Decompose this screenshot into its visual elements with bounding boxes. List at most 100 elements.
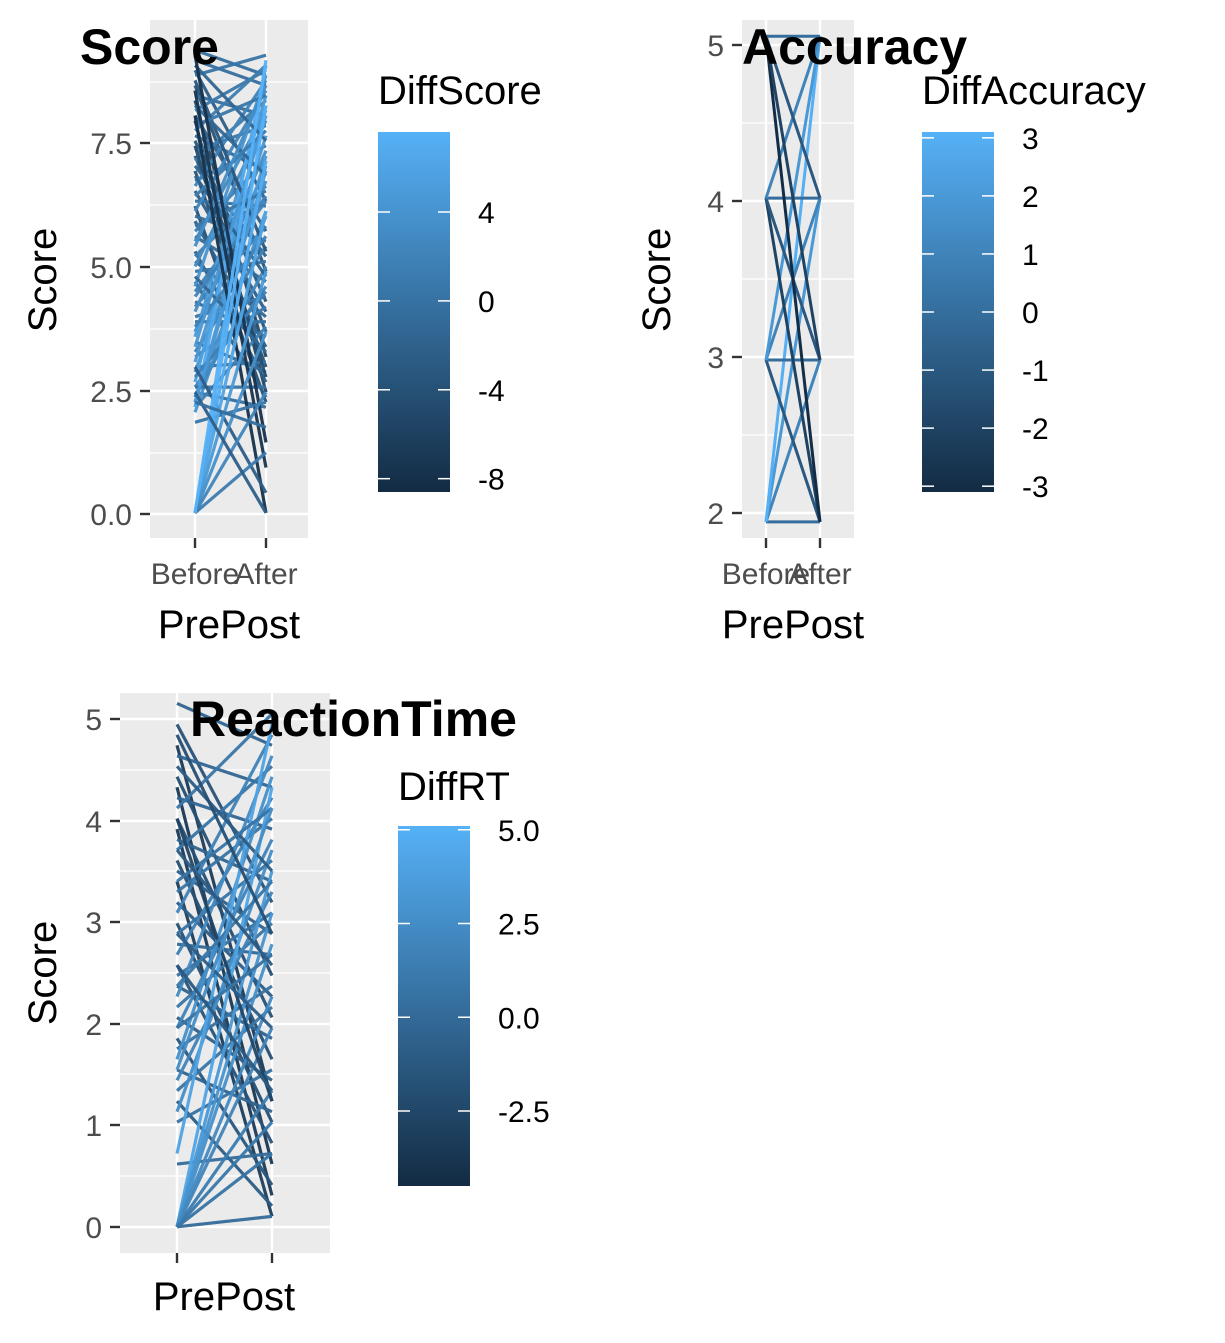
legend-tick-label: -2.5 — [498, 1096, 550, 1129]
series-line — [193, 331, 268, 514]
series-line — [175, 807, 274, 1071]
y-tick-label: 5.0 — [90, 252, 132, 285]
series-line — [193, 366, 268, 494]
series-line — [175, 964, 274, 1092]
series-lines — [175, 702, 274, 1229]
panel-reactiontime: 0 1 2 3 4 5 PrePost Score ReactionTime D… — [21, 691, 550, 1319]
chart-title: ReactionTime — [190, 691, 517, 747]
y-axis-title: Score — [21, 921, 65, 1026]
y-tick-label: 2.5 — [90, 376, 132, 409]
x-axis: Before After — [722, 538, 852, 591]
y-tick-label: 1 — [85, 1110, 102, 1143]
y-axis: 0.0 2.5 5.0 7.5 — [90, 128, 150, 532]
legend-ticks: 4 0 -4 -8 — [378, 197, 505, 497]
series-line — [193, 210, 268, 514]
legend-title: DiffRT — [398, 765, 510, 809]
series-line — [175, 1121, 274, 1228]
series-line — [175, 995, 274, 1228]
legend: DiffRT 5.0 2.5 0.0 -2.5 — [398, 765, 550, 1186]
x-tick-label: Before — [151, 558, 239, 591]
y-tick-label: 7.5 — [90, 128, 132, 161]
series-line — [175, 1089, 274, 1228]
series-line — [175, 848, 274, 967]
series-line — [193, 84, 268, 247]
series-line — [175, 765, 274, 852]
series-line — [194, 48, 267, 77]
series-line — [194, 58, 267, 87]
series-line — [194, 400, 267, 424]
legend-tick-label: -2 — [1022, 413, 1049, 446]
series-line — [175, 932, 274, 1030]
x-axis-title: PrePost — [153, 1275, 295, 1319]
legend-tick-label: -4 — [478, 375, 505, 408]
y-axis: 2 3 4 5 — [707, 30, 742, 531]
y-axis-title: Score — [21, 228, 65, 333]
series-line — [175, 1100, 274, 1207]
series-line — [193, 160, 268, 514]
legend: DiffAccuracy 3 2 1 0 -1 -2 -3 — [922, 69, 1146, 504]
legend-tick-label: 0.0 — [498, 1002, 540, 1035]
y-tick-label: 2 — [707, 498, 724, 531]
y-axis-title: Score — [635, 228, 679, 333]
series-line — [764, 359, 822, 523]
legend-ticks: 3 2 1 0 -1 -2 -3 — [922, 123, 1049, 504]
x-axis: Before After — [151, 538, 298, 591]
series-line — [176, 953, 273, 1030]
legend-tick-label: 0 — [1022, 297, 1039, 330]
x-axis-title: PrePost — [722, 603, 864, 647]
y-tick-label: 5 — [85, 704, 102, 737]
series-line — [175, 712, 274, 810]
colorbar — [378, 132, 450, 492]
y-axis: 0 1 2 3 4 5 — [85, 704, 120, 1245]
legend-tick-label: 4 — [478, 197, 495, 230]
series-line — [176, 817, 273, 894]
series-line — [175, 818, 274, 1102]
y-tick-label: 3 — [707, 342, 724, 375]
series-line — [176, 1214, 273, 1229]
series-lines — [764, 34, 822, 524]
series-line — [193, 79, 268, 187]
series-line — [175, 786, 274, 1228]
legend-ticks: 5.0 2.5 0.0 -2.5 — [398, 815, 550, 1129]
legend-tick-label: -1 — [1022, 355, 1049, 388]
x-tick-label: Before — [722, 558, 810, 591]
y-tick-label: 4 — [85, 806, 102, 839]
series-line — [175, 744, 274, 1102]
series-line — [176, 1068, 273, 1124]
y-tick-label: 0 — [85, 1212, 102, 1245]
legend-tick-label: 2 — [1022, 181, 1039, 214]
legend-tick-label: 3 — [1022, 123, 1039, 156]
series-line — [175, 776, 274, 1060]
series-line — [175, 891, 274, 1082]
x-tick-label: After — [234, 558, 297, 591]
series-line — [193, 59, 268, 514]
series-line — [175, 870, 274, 1228]
y-tick-label: 4 — [707, 186, 724, 219]
series-line — [193, 451, 268, 515]
series-line — [176, 984, 273, 1051]
series-line — [175, 734, 274, 935]
legend-tick-label: 1 — [1022, 239, 1039, 272]
series-line — [176, 1152, 273, 1229]
y-tick-label: 5 — [707, 30, 724, 63]
legend-tick-label: 2.5 — [498, 909, 540, 942]
legend-tick-label: 0 — [478, 286, 495, 319]
panel-accuracy: 2 3 4 5 Before After PrePost Score Accur… — [635, 19, 1146, 647]
grid — [742, 20, 854, 538]
series-line — [764, 36, 822, 522]
series-lines — [193, 48, 268, 515]
legend: DiffScore 4 0 -4 -8 — [378, 69, 542, 497]
y-tick-label: 3 — [85, 907, 102, 940]
chart-title: Accuracy — [742, 19, 967, 75]
series-line — [193, 271, 268, 514]
series-line — [175, 1027, 274, 1228]
series-line — [764, 197, 822, 523]
chart-title: Score — [80, 19, 219, 75]
series-line — [194, 53, 267, 77]
panel-score: 0.0 2.5 5.0 7.5 Before After PrePost Sco… — [21, 19, 542, 647]
y-tick-label: 2 — [85, 1009, 102, 1042]
legend-title: DiffAccuracy — [922, 69, 1146, 113]
x-axis-title: PrePost — [158, 603, 300, 647]
legend-title: DiffScore — [378, 69, 542, 113]
